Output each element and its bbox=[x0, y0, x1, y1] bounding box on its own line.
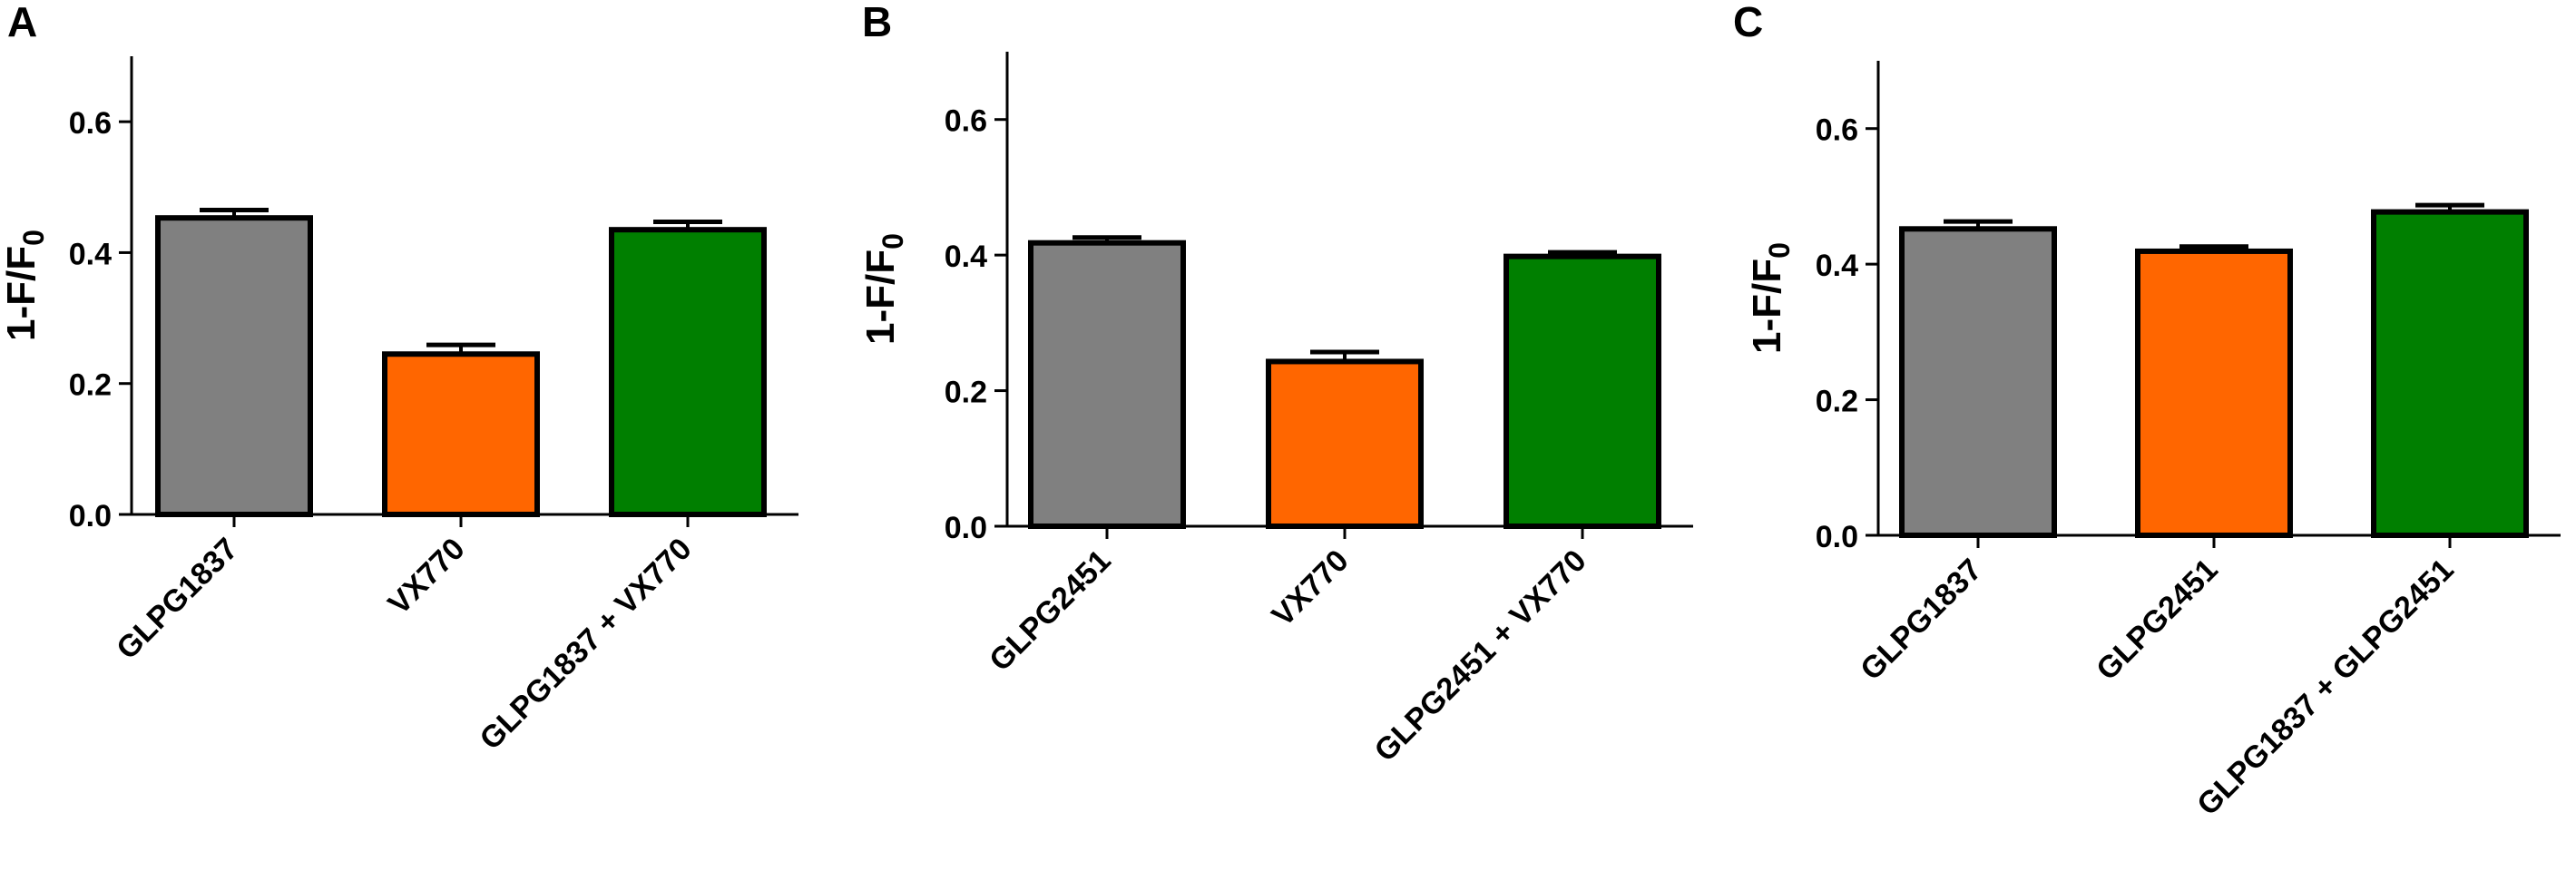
y-tick-label: 0.0 bbox=[1816, 520, 1858, 554]
panel-letter: B bbox=[862, 0, 892, 45]
y-axis-label-text: 1-F/F bbox=[858, 250, 903, 345]
x-category-label: GLPG2451 bbox=[2090, 553, 2224, 687]
y-tick-label: 0.2 bbox=[69, 368, 112, 403]
panel-a: A 1-F/F0 0.0 0.2 0.4 0.6 GLPG1837 VX770 GLPG1837… bbox=[0, 0, 798, 757]
y-axis-label-text: 1-F/F bbox=[0, 246, 44, 341]
bar bbox=[1266, 358, 1424, 529]
x-category-label: GLPG1837 bbox=[1854, 553, 1988, 687]
bar bbox=[1899, 226, 2057, 538]
y-axis-label-text: 1-F/F bbox=[1745, 259, 1789, 354]
bar bbox=[2135, 248, 2293, 538]
x-category-label: GLPG1837 bbox=[110, 532, 244, 666]
bar bbox=[155, 215, 313, 517]
bar bbox=[382, 351, 540, 517]
x-category-label: GLPG2451 + VX770 bbox=[1368, 543, 1593, 768]
y-tick-label: 0.6 bbox=[69, 106, 112, 141]
x-category-label: VX770 bbox=[382, 532, 472, 621]
panel-letter: A bbox=[7, 0, 37, 45]
y-tick-label: 0.0 bbox=[945, 511, 987, 545]
bar bbox=[1028, 240, 1186, 529]
x-category-label: VX770 bbox=[1266, 543, 1356, 633]
y-axis-label: 1-F/F0 bbox=[858, 233, 909, 345]
bar bbox=[2371, 209, 2529, 538]
y-tick-label: 0.2 bbox=[945, 376, 987, 410]
bar bbox=[609, 227, 767, 518]
x-category-label: GLPG2451 bbox=[983, 543, 1117, 678]
y-tick-label: 0.4 bbox=[69, 237, 112, 271]
x-category-label: GLPG1837 + VX770 bbox=[474, 532, 699, 757]
panel-c: C 1-F/F0 0.0 0.2 0.4 0.6 GLPG1837 GLPG2451GLPG1… bbox=[1733, 0, 2561, 822]
y-axis-label-subscript: 0 bbox=[1763, 242, 1796, 259]
x-category-label: GLPG1837 + GLPG2451 bbox=[2190, 553, 2460, 822]
y-tick-label: 0.4 bbox=[945, 240, 987, 274]
y-tick-label: 0.6 bbox=[945, 104, 987, 139]
y-tick-label: 0.6 bbox=[1816, 113, 1858, 148]
y-axis-label: 1-F/F0 bbox=[1745, 242, 1796, 354]
y-axis-label: 1-F/F0 bbox=[0, 230, 50, 341]
bar bbox=[1503, 253, 1661, 529]
y-tick-label: 0.2 bbox=[1816, 385, 1858, 419]
y-tick-label: 0.4 bbox=[1816, 249, 1858, 283]
y-axis-label-subscript: 0 bbox=[877, 233, 909, 250]
y-axis-label-subscript: 0 bbox=[17, 230, 50, 246]
panel-letter: C bbox=[1733, 0, 1763, 45]
panel-b: B 1-F/F0 0.0 0.2 0.4 0.6 GLPG2451 VX770 GLPG2451… bbox=[858, 0, 1693, 768]
y-tick-label: 0.0 bbox=[69, 499, 112, 533]
